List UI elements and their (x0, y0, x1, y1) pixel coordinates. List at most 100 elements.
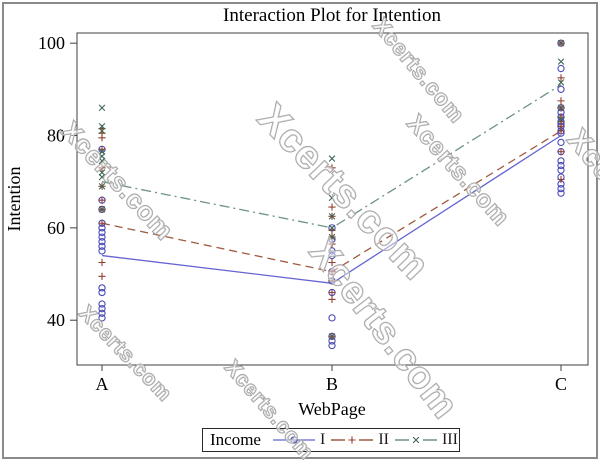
data-point-circle (328, 337, 336, 345)
figure-border (2, 2, 598, 459)
series-points-II (98, 39, 565, 340)
data-point-circle (98, 205, 106, 214)
data-point-plus (557, 104, 565, 112)
watermark-text: Xcerts.com (368, 13, 470, 128)
data-point-circle (98, 300, 106, 308)
data-point-circle (557, 108, 565, 117)
data-point-circle (328, 224, 336, 232)
data-point-plus (328, 277, 336, 285)
data-point-circle (557, 184, 565, 193)
data-point-circle (98, 219, 106, 227)
data-point-circle (98, 238, 106, 246)
data-point-circle (557, 173, 565, 181)
data-point-circle (328, 288, 336, 297)
watermark-text: Xcerts.com (402, 110, 515, 232)
legend-label-I: I (319, 431, 326, 448)
data-point-plus (557, 127, 565, 135)
data-point-circle (328, 251, 336, 260)
chart-title: Interaction Plot for Intention (223, 5, 441, 26)
data-point-circle (328, 277, 336, 285)
data-point-x (328, 233, 336, 241)
data-point-x (412, 436, 420, 444)
data-point-circle (557, 138, 565, 147)
data-point-plus (557, 175, 565, 183)
data-point-x (328, 224, 336, 232)
legend-label-III: III (441, 431, 458, 448)
data-point-x (98, 127, 106, 135)
data-point-plus (98, 272, 106, 280)
data-point-plus (557, 74, 565, 82)
data-point-circle (557, 120, 565, 128)
data-point-x (328, 213, 336, 220)
data-point-x (98, 169, 106, 176)
legend-sample-I (272, 436, 315, 444)
data-point-x (98, 206, 106, 213)
data-point-circle (98, 228, 106, 237)
watermark-layer: Xcerts.com Xcerts.comXcerts.comXcerts.com… (55, 12, 600, 464)
data-point-x (98, 122, 106, 130)
data-point-x (557, 104, 565, 112)
data-point-circle (557, 148, 565, 156)
data-point-plus (557, 113, 565, 121)
data-point-circle (98, 242, 106, 250)
data-point-x (557, 39, 565, 47)
data-point-x (328, 333, 336, 340)
x-axis-title: WebPage (298, 399, 366, 419)
data-point-circle (557, 166, 565, 174)
x-tick-label: B (326, 374, 338, 394)
legend-item-I: I (271, 431, 325, 449)
data-point-circle (557, 127, 565, 135)
data-point-plus (328, 203, 336, 211)
watermark-text: Xcerts.com (56, 116, 180, 246)
data-point-plus (98, 164, 106, 172)
data-point-plus (328, 226, 336, 234)
series-line-II (101, 130, 562, 273)
x-tick-label: C (555, 374, 567, 394)
legend: Income I II III (202, 428, 460, 452)
data-point-circle (98, 284, 106, 292)
data-point-x (328, 155, 336, 162)
data-point-plus (98, 205, 106, 213)
data-point-plus (328, 233, 336, 241)
data-point-plus (557, 39, 565, 47)
data-point-plus (98, 258, 106, 267)
data-point-circle (557, 161, 565, 170)
data-point-x (98, 104, 106, 112)
data-point-circle (98, 224, 106, 232)
series-points-I (98, 39, 565, 350)
data-point-circle (98, 309, 106, 317)
data-point-plus (98, 182, 106, 190)
data-point-circle (557, 122, 565, 130)
legend-title: Income (210, 430, 261, 449)
data-point-x (98, 152, 106, 160)
data-point-plus (328, 288, 336, 297)
data-point-plus (98, 219, 106, 227)
data-point-plus (328, 332, 336, 340)
data-point-circle (328, 247, 336, 255)
data-point-circle (98, 305, 106, 313)
data-point-circle (290, 436, 298, 444)
data-point-plus (557, 97, 565, 105)
legend-label-II: II (378, 431, 389, 448)
watermark-text: Xcerts.com (301, 232, 466, 427)
data-point-circle (98, 314, 106, 322)
series-line-III (101, 84, 562, 229)
data-point-x (557, 116, 565, 123)
data-point-plus (98, 124, 106, 133)
data-point-circle (98, 196, 106, 204)
data-point-plus (98, 129, 106, 137)
watermark-text: Xcerts.com (74, 301, 176, 406)
data-point-x (328, 194, 336, 202)
legend-sample-II (331, 436, 374, 444)
y-tick-label: 80 (47, 126, 65, 146)
data-point-circle (557, 118, 565, 126)
data-point-circle (328, 341, 336, 350)
data-point-plus (328, 164, 336, 172)
data-point-circle (557, 104, 565, 112)
series-points-III (98, 39, 565, 340)
legend-item-III: III (393, 431, 458, 449)
y-tick-label: 60 (47, 218, 65, 238)
data-point-plus (328, 240, 336, 248)
data-point-plus (328, 258, 336, 267)
